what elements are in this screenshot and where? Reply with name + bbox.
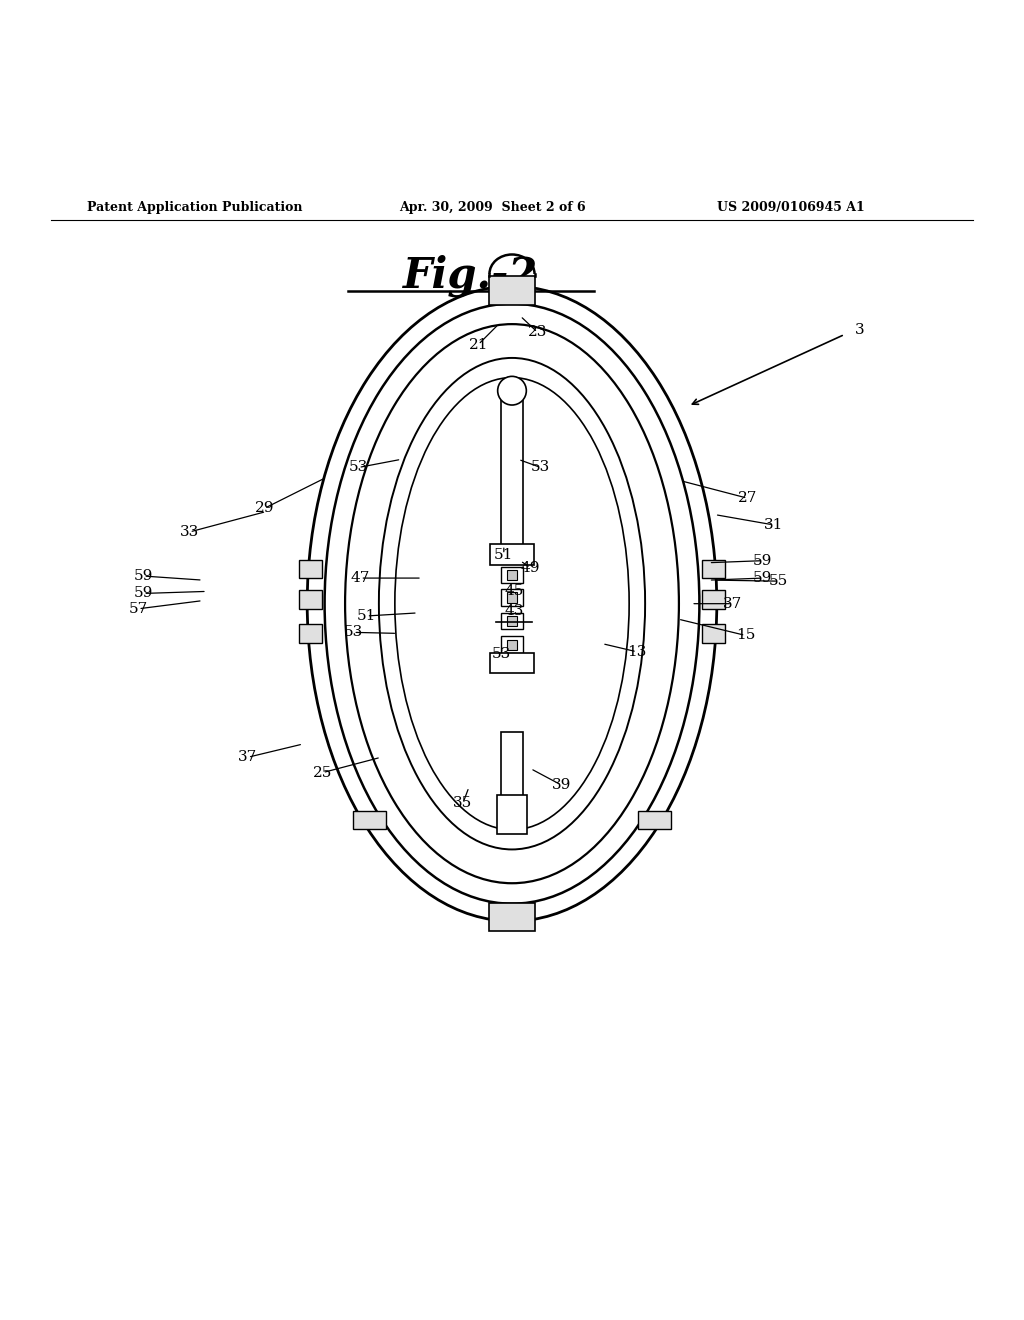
Bar xyxy=(702,590,725,609)
Text: Apr. 30, 2009  Sheet 2 of 6: Apr. 30, 2009 Sheet 2 of 6 xyxy=(399,201,586,214)
Text: 15: 15 xyxy=(736,628,755,643)
Bar xyxy=(507,593,517,603)
Text: 33: 33 xyxy=(180,525,199,539)
Bar xyxy=(638,810,671,829)
Text: 53: 53 xyxy=(531,461,550,474)
Text: 27: 27 xyxy=(738,491,757,506)
Text: 47: 47 xyxy=(351,572,370,585)
Text: 35: 35 xyxy=(454,796,472,810)
Text: US 2009/0106945 A1: US 2009/0106945 A1 xyxy=(717,201,864,214)
Text: 43: 43 xyxy=(505,603,523,618)
Text: 55: 55 xyxy=(769,574,787,589)
Text: 21: 21 xyxy=(468,338,488,351)
Text: 37: 37 xyxy=(239,750,257,764)
Bar xyxy=(507,639,517,649)
Text: 37: 37 xyxy=(723,597,741,611)
Text: 49: 49 xyxy=(520,561,541,574)
Text: 3: 3 xyxy=(855,323,865,338)
Bar xyxy=(501,589,523,606)
Text: Fig.-2: Fig.-2 xyxy=(403,255,539,297)
Text: 53: 53 xyxy=(349,461,368,474)
Bar xyxy=(353,810,386,829)
Bar xyxy=(489,903,535,932)
Bar xyxy=(490,544,534,565)
Text: 59: 59 xyxy=(754,572,772,585)
Bar xyxy=(501,388,523,548)
Bar xyxy=(299,560,322,578)
Bar xyxy=(501,566,523,583)
Bar xyxy=(490,653,534,673)
Bar xyxy=(489,276,535,305)
Text: 53: 53 xyxy=(493,647,511,661)
Bar xyxy=(497,795,527,834)
Text: 13: 13 xyxy=(628,644,646,659)
Text: 51: 51 xyxy=(495,548,513,561)
Bar xyxy=(299,590,322,609)
Text: 59: 59 xyxy=(134,586,153,601)
Text: 39: 39 xyxy=(552,777,570,792)
Text: 45: 45 xyxy=(505,585,523,598)
Bar xyxy=(507,570,517,579)
Text: 25: 25 xyxy=(313,766,332,780)
Bar xyxy=(501,636,523,653)
Text: 59: 59 xyxy=(134,569,153,583)
Bar xyxy=(501,731,523,799)
Bar xyxy=(702,560,725,578)
Bar xyxy=(299,624,322,643)
Text: 23: 23 xyxy=(528,325,547,339)
Text: Patent Application Publication: Patent Application Publication xyxy=(87,201,302,214)
Text: 59: 59 xyxy=(754,553,772,568)
Text: 31: 31 xyxy=(764,517,782,532)
Circle shape xyxy=(498,376,526,405)
Text: 53: 53 xyxy=(344,626,362,639)
Text: 29: 29 xyxy=(254,502,274,515)
Bar xyxy=(702,624,725,643)
Bar xyxy=(507,616,517,626)
Text: 57: 57 xyxy=(129,602,147,616)
Bar xyxy=(501,612,523,630)
Text: 51: 51 xyxy=(357,609,376,623)
